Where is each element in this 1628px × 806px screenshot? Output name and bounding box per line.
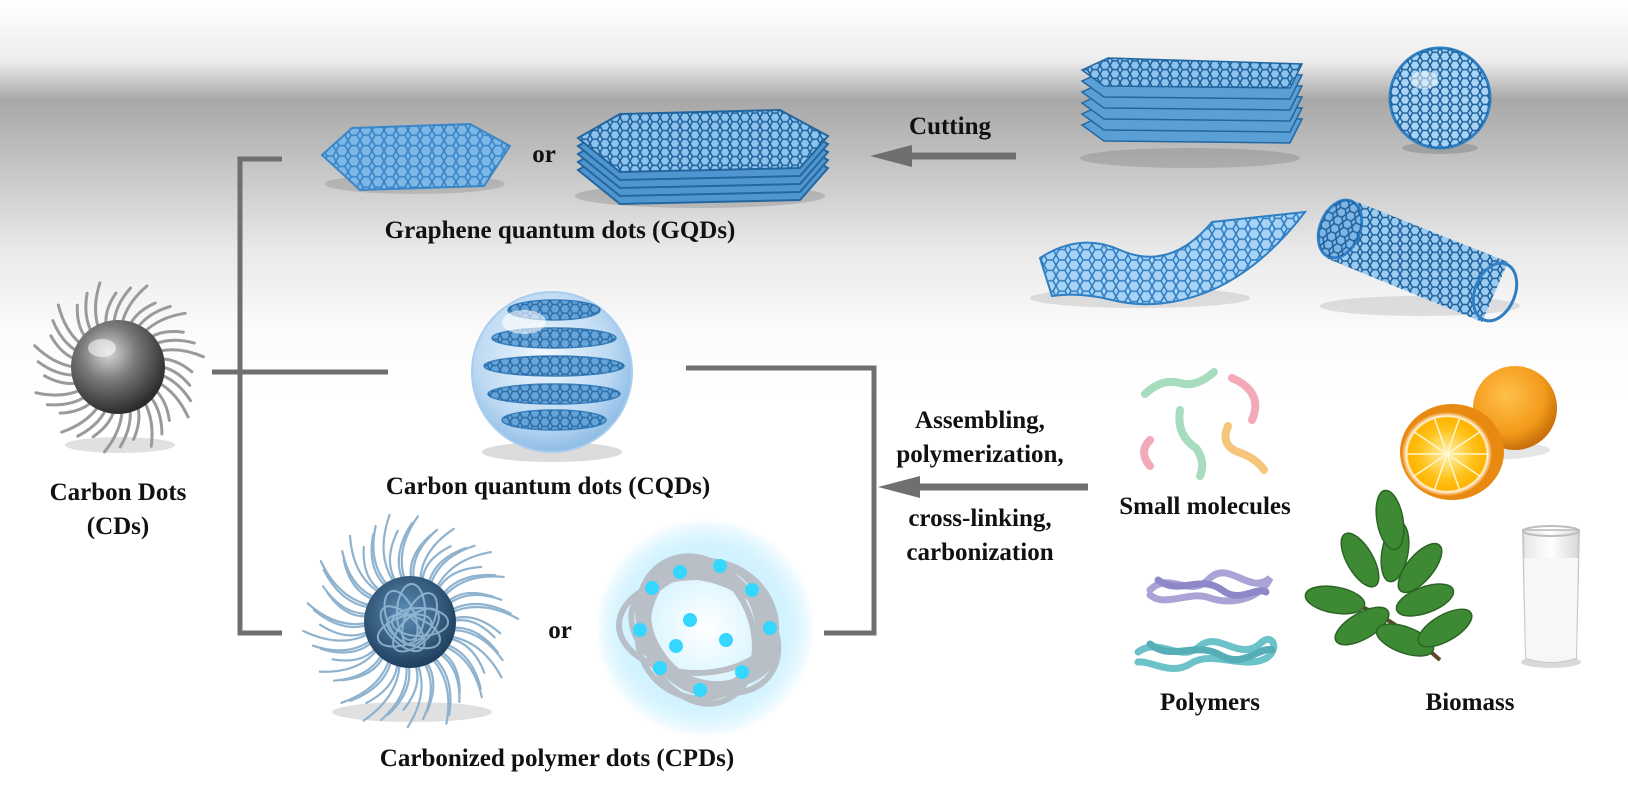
small-molecules-label: Small molecules <box>1119 493 1291 520</box>
small-molecules-illustration <box>1140 368 1268 480</box>
carbon-dot-illustration <box>33 281 205 454</box>
polymer-strand <box>412 528 439 584</box>
leaf <box>1334 606 1390 646</box>
polymer-strand <box>302 629 373 642</box>
gqd-multilayer <box>575 108 830 208</box>
surface-chain <box>143 400 154 448</box>
carbon-dots-label-line2: (CDs) <box>86 513 150 540</box>
surface-chain <box>45 395 87 407</box>
surface-chain <box>132 404 141 441</box>
assembling-label-line2: polymerization, <box>896 441 1064 468</box>
surface-chain <box>34 388 83 397</box>
assembling-label-line1: Assembling, <box>915 407 1045 434</box>
surface-chain <box>157 381 190 419</box>
assembling-arrow <box>878 476 1088 498</box>
leaf <box>1417 608 1473 648</box>
polymer-strand <box>362 659 401 722</box>
fluorescent-center <box>735 665 749 679</box>
fluorescent-center <box>673 565 687 579</box>
surface-chain <box>84 291 93 334</box>
fluorescent-center <box>719 633 733 647</box>
graphene-sheet <box>1030 210 1308 308</box>
cpd-glowing-tangle <box>595 518 815 738</box>
assembling-label-line3: cross-linking, <box>908 505 1052 532</box>
polymer-strand <box>400 515 420 584</box>
milk-glass <box>1521 525 1581 668</box>
fullerene <box>1388 46 1492 154</box>
cpds-label: Carbonized polymer dots (CPDs) <box>379 745 735 772</box>
surface-chain <box>56 303 83 346</box>
polymer-strand <box>319 560 375 607</box>
cqd-illustration <box>471 291 633 462</box>
gqd-single-sheet <box>320 122 512 194</box>
fluorescent-center <box>645 581 659 595</box>
right-bracket <box>686 365 877 636</box>
surface-chain <box>120 284 149 325</box>
surface-chain <box>60 404 100 434</box>
assembling-label-line4: carbonization <box>906 539 1054 566</box>
leaf <box>1375 489 1405 551</box>
carbon-dots-label-line1: Carbon Dots <box>49 479 187 506</box>
fluorescent-center <box>653 661 667 675</box>
fluorescent-center <box>745 583 759 597</box>
surface-chain <box>103 409 124 454</box>
gqds-label: Graphene quantum dots (GQDs) <box>384 217 736 244</box>
graphite-stack <box>1080 57 1304 168</box>
surface-chain <box>94 281 102 330</box>
leaf-branch <box>1304 489 1473 662</box>
surface-chain <box>157 348 205 359</box>
surface-chain <box>153 338 196 346</box>
polymers-illustration <box>1134 569 1278 672</box>
fluorescent-center <box>633 623 647 637</box>
fluorescent-center <box>669 639 683 653</box>
fluorescent-center <box>693 683 707 697</box>
polymer-strand <box>446 635 503 679</box>
carbon-nanotube <box>1316 198 1520 323</box>
leaf <box>1340 532 1380 588</box>
fluorescent-center <box>713 559 727 573</box>
or-label-bottom: or <box>548 617 572 644</box>
surface-chain <box>75 303 87 339</box>
polymers-label: Polymers <box>1160 689 1260 716</box>
surface-chain <box>149 330 185 339</box>
biomass-label: Biomass <box>1425 689 1515 716</box>
biomass-illustration <box>1304 366 1581 668</box>
carbon-dots-label: Carbon Dots (CDs) <box>34 476 202 544</box>
polymer-strand <box>448 605 520 620</box>
cutting-label: Cutting <box>909 113 991 140</box>
polymer-strand <box>428 655 450 725</box>
polymer-loop <box>639 560 758 707</box>
assembling-label-top: Assembling, polymerization, <box>880 404 1080 472</box>
surface-chain <box>36 360 77 377</box>
polymer-strand <box>433 550 493 592</box>
polymer-strand <box>340 655 392 704</box>
surface-chain <box>159 357 194 374</box>
or-label-top: or <box>532 141 556 168</box>
cutting-arrow <box>870 145 1016 167</box>
surface-chain <box>143 311 187 334</box>
assembling-label-bottom: cross-linking, carbonization <box>880 502 1080 570</box>
surface-chain <box>33 344 76 369</box>
leaf <box>1397 542 1443 594</box>
cpd-hairy-core <box>302 513 520 729</box>
fluorescent-center <box>683 613 697 627</box>
left-bracket <box>212 156 388 636</box>
cqds-label: Carbon quantum dots (CQDs) <box>385 473 711 500</box>
polymer-strand <box>435 565 483 594</box>
polymer-strand <box>349 656 394 702</box>
fluorescent-center <box>763 621 777 635</box>
polymer-strand <box>372 524 392 589</box>
leaf <box>1395 583 1455 617</box>
leaf <box>1304 585 1366 615</box>
polymer-strand <box>382 513 397 586</box>
leaf <box>1375 623 1435 657</box>
